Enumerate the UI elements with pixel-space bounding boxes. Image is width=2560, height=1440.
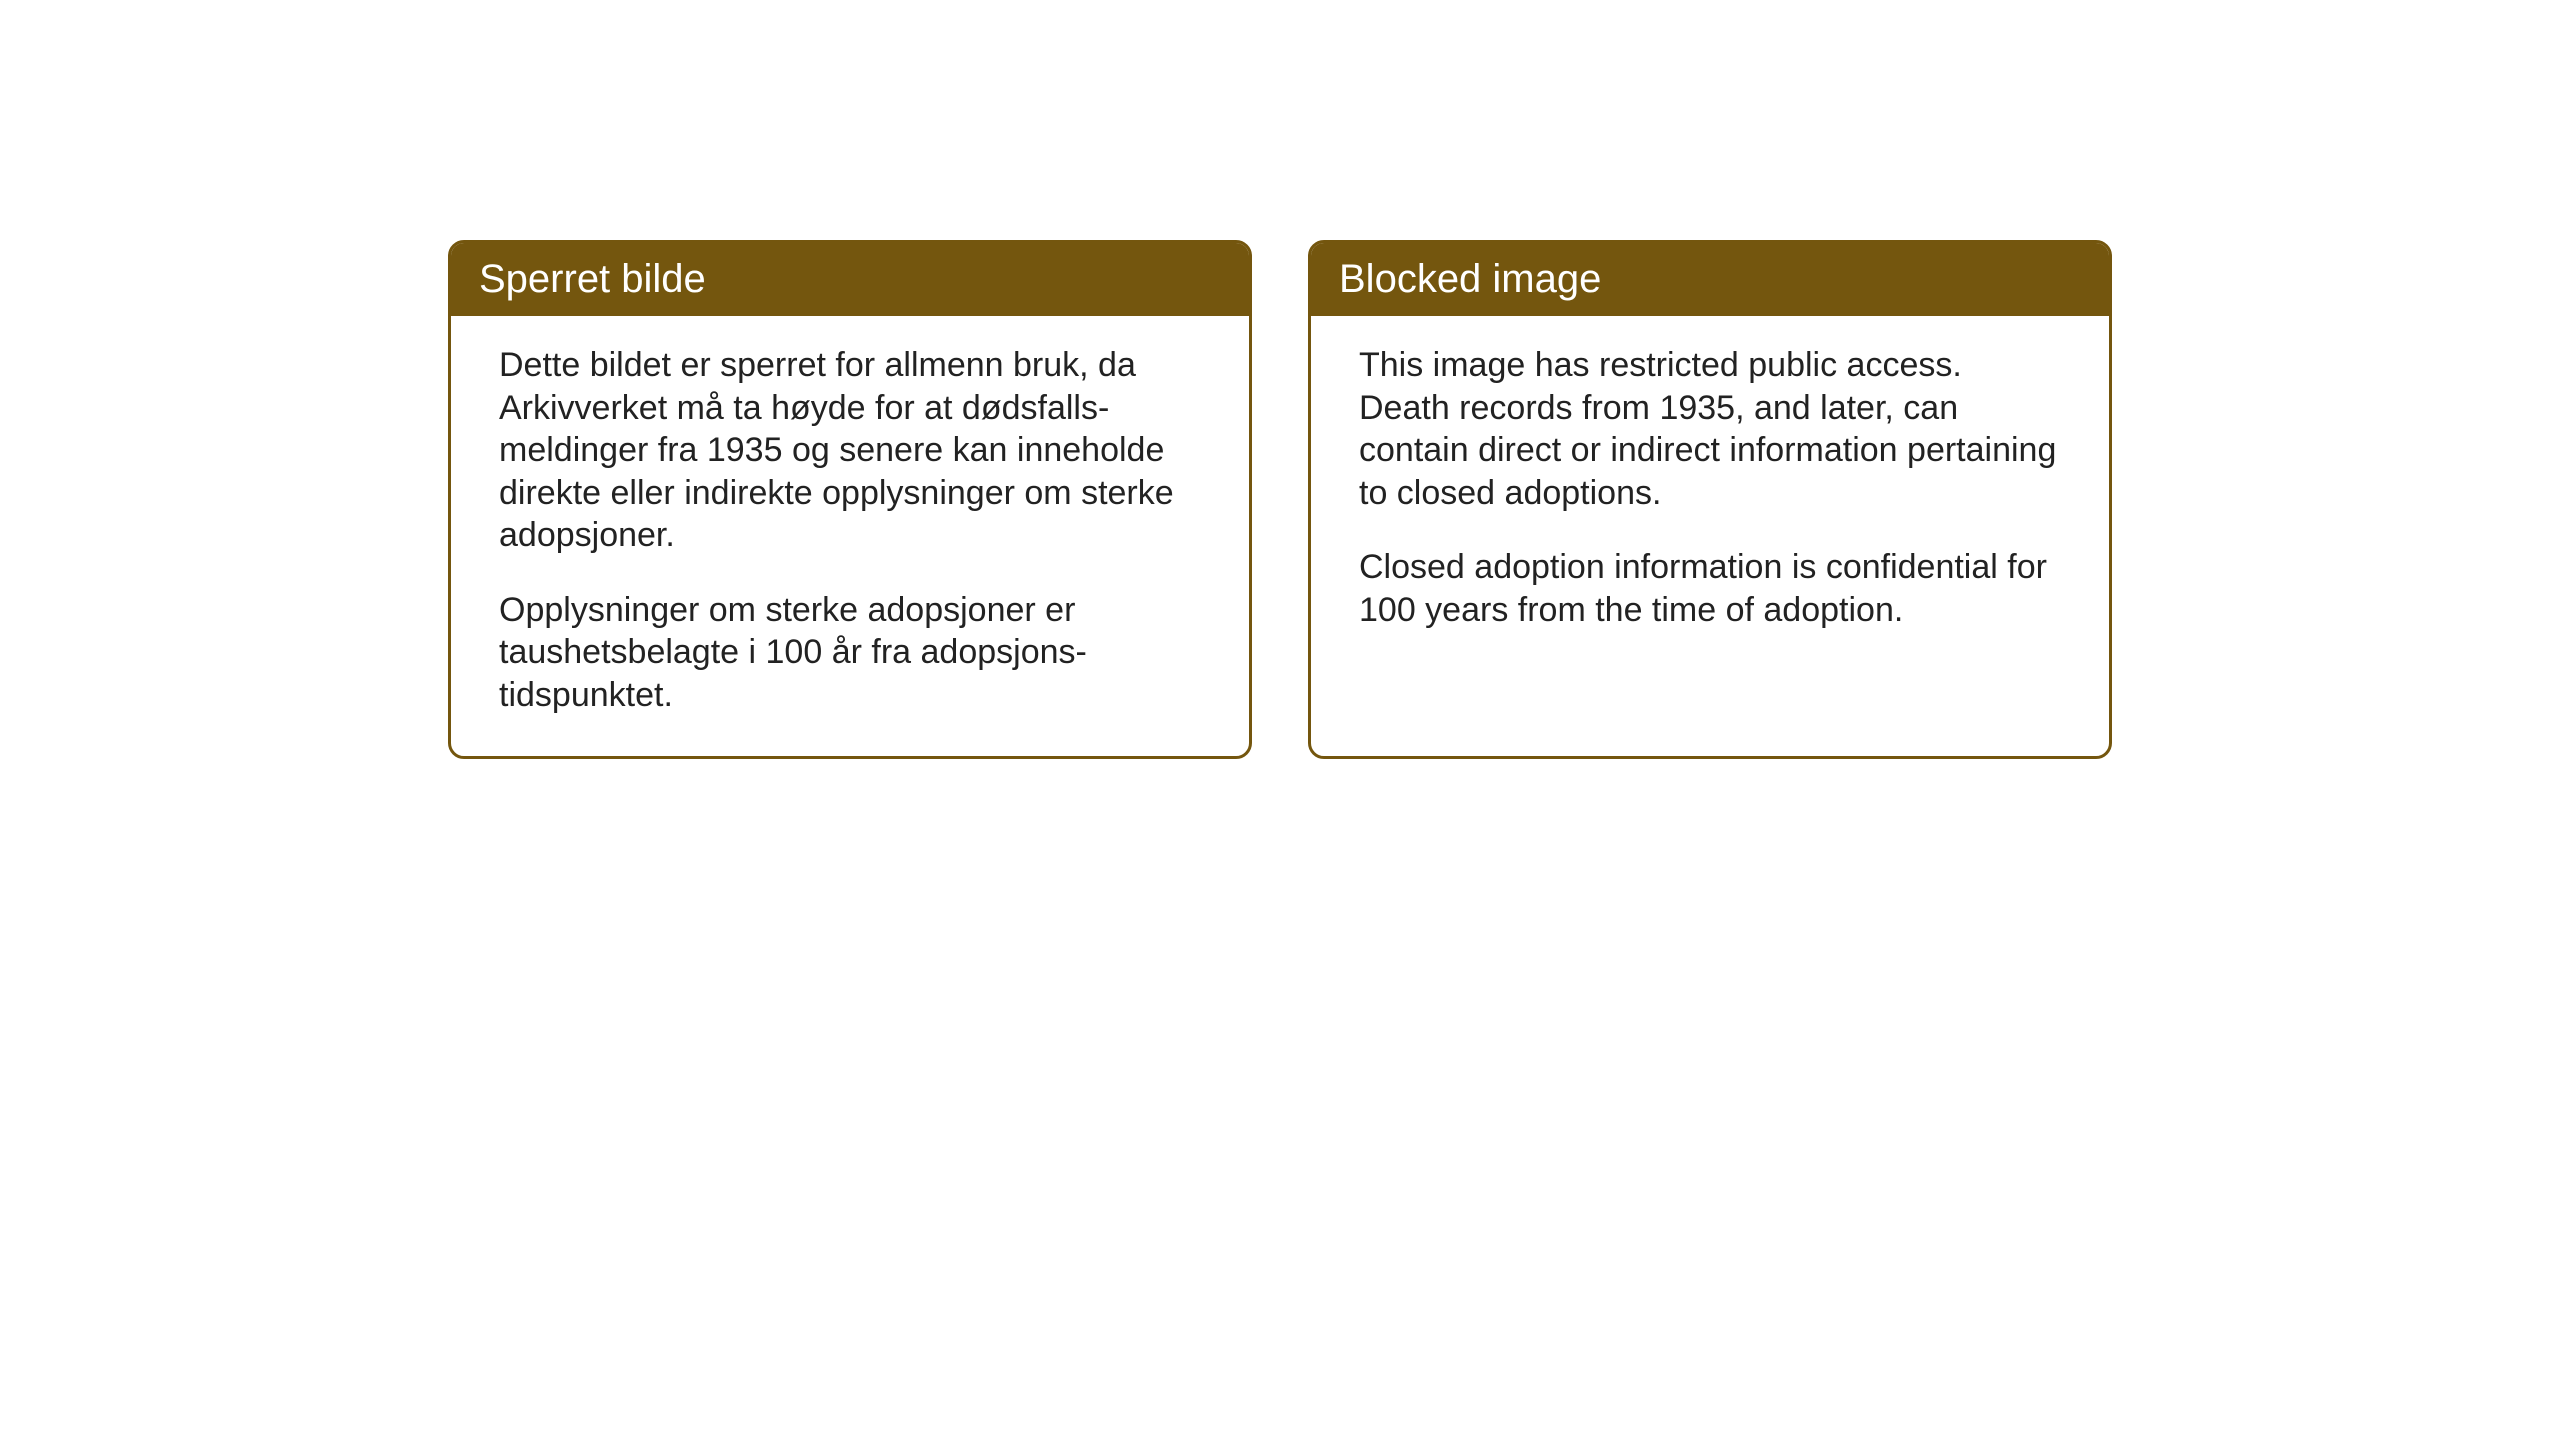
- english-card-body: This image has restricted public access.…: [1311, 316, 2109, 671]
- english-notice-card: Blocked image This image has restricted …: [1308, 240, 2112, 759]
- norwegian-notice-card: Sperret bilde Dette bildet er sperret fo…: [448, 240, 1252, 759]
- norwegian-card-title: Sperret bilde: [451, 243, 1249, 316]
- norwegian-paragraph-1: Dette bildet er sperret for allmenn bruk…: [499, 344, 1201, 557]
- english-paragraph-2: Closed adoption information is confident…: [1359, 546, 2061, 631]
- norwegian-card-body: Dette bildet er sperret for allmenn bruk…: [451, 316, 1249, 756]
- norwegian-paragraph-2: Opplysninger om sterke adopsjoner er tau…: [499, 589, 1201, 717]
- notice-container: Sperret bilde Dette bildet er sperret fo…: [448, 240, 2112, 759]
- english-paragraph-1: This image has restricted public access.…: [1359, 344, 2061, 514]
- english-card-title: Blocked image: [1311, 243, 2109, 316]
